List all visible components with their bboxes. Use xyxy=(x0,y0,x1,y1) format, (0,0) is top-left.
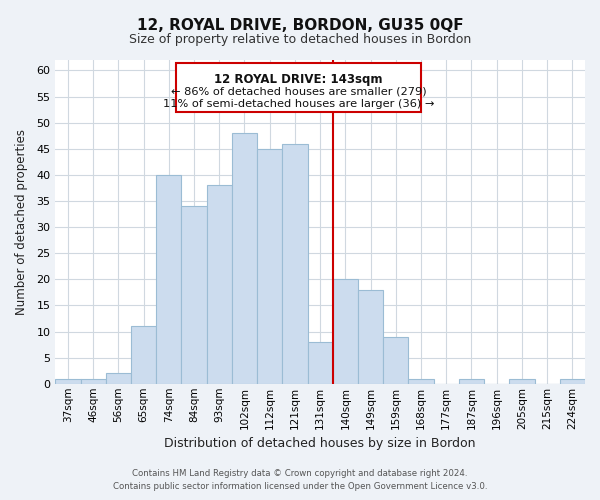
Text: 12, ROYAL DRIVE, BORDON, GU35 0QF: 12, ROYAL DRIVE, BORDON, GU35 0QF xyxy=(137,18,463,32)
Bar xyxy=(131,326,156,384)
Bar xyxy=(409,378,434,384)
Bar xyxy=(156,175,181,384)
Text: ← 86% of detached houses are smaller (279): ← 86% of detached houses are smaller (27… xyxy=(171,86,427,96)
Bar xyxy=(232,133,257,384)
Text: 11% of semi-detached houses are larger (36) →: 11% of semi-detached houses are larger (… xyxy=(163,99,434,109)
Bar xyxy=(106,374,131,384)
Bar xyxy=(358,290,383,384)
Text: Contains HM Land Registry data © Crown copyright and database right 2024.
Contai: Contains HM Land Registry data © Crown c… xyxy=(113,469,487,491)
Bar xyxy=(509,378,535,384)
Bar xyxy=(560,378,585,384)
Bar xyxy=(257,149,283,384)
Bar xyxy=(206,186,232,384)
Bar xyxy=(181,206,206,384)
FancyBboxPatch shape xyxy=(176,62,421,112)
Bar xyxy=(333,280,358,384)
Bar xyxy=(80,378,106,384)
Bar xyxy=(283,144,308,384)
Bar xyxy=(308,342,333,384)
Text: 12 ROYAL DRIVE: 143sqm: 12 ROYAL DRIVE: 143sqm xyxy=(214,73,383,86)
Bar xyxy=(459,378,484,384)
Text: Size of property relative to detached houses in Bordon: Size of property relative to detached ho… xyxy=(129,32,471,46)
X-axis label: Distribution of detached houses by size in Bordon: Distribution of detached houses by size … xyxy=(164,437,476,450)
Bar xyxy=(383,337,409,384)
Y-axis label: Number of detached properties: Number of detached properties xyxy=(15,129,28,315)
Bar xyxy=(55,378,80,384)
